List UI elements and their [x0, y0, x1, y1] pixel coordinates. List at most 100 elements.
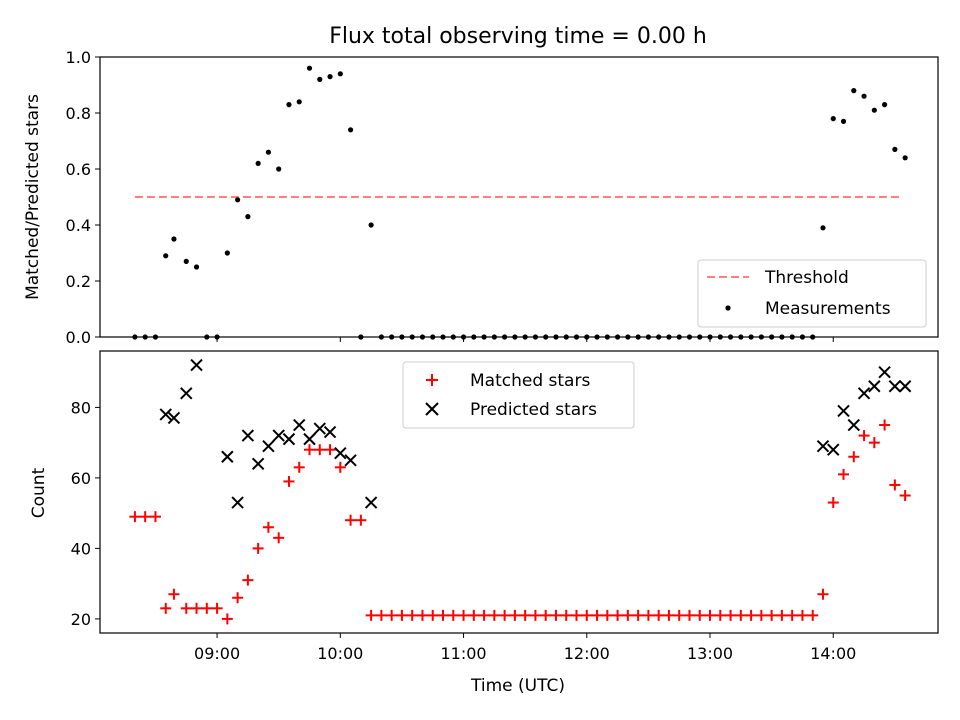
matched-star-point: [622, 609, 634, 621]
matched-star-point: [745, 609, 757, 621]
count-y-tick-label: 80: [71, 398, 91, 417]
matched-star-point: [714, 609, 726, 621]
threshold-legend-label: Threshold: [764, 268, 849, 288]
predicted-star-point: [180, 387, 193, 400]
predicted-legend-label: Predicted stars: [470, 400, 597, 420]
measurement-point: [296, 99, 302, 105]
predicted-star-point: [231, 496, 244, 509]
matched-star-point: [673, 609, 685, 621]
predicted-star-point: [868, 380, 881, 393]
matched-star-point: [447, 609, 459, 621]
matched-star-point: [201, 602, 213, 614]
matched-star-point: [858, 430, 870, 442]
ratio-x-ticks: [216, 337, 834, 342]
measurement-point: [235, 197, 241, 203]
ratio-y-tick-label: 0.6: [66, 160, 91, 179]
measurement-point: [337, 71, 343, 77]
measurement-point: [830, 116, 836, 122]
matched-star-point: [735, 609, 747, 621]
measurements-legend-label: Measurements: [765, 299, 891, 319]
count-panel-frame: [99, 350, 939, 634]
matched-star-point: [324, 444, 336, 456]
x-tick-label: 13:00: [687, 644, 733, 663]
matched-star-point: [663, 609, 675, 621]
matched-star-point: [817, 588, 829, 600]
measurement-point: [255, 160, 261, 166]
predicted-star-point: [334, 447, 347, 460]
matched-star-point: [827, 497, 839, 509]
predicted-star-point: [898, 380, 912, 393]
predicted-star-point: [837, 404, 850, 418]
matched-star-point: [468, 609, 480, 621]
matched-star-point: [149, 511, 161, 523]
measurement-point: [163, 253, 169, 259]
predicted-star-point: [888, 380, 902, 393]
matched-star-point: [612, 609, 624, 621]
predicted-star-point: [323, 425, 337, 439]
matched-star-point: [129, 511, 141, 523]
measurement-point: [861, 93, 867, 99]
predicted-star-point: [262, 439, 275, 453]
ratio-panel-frame: [99, 56, 939, 338]
matched-star-point: [868, 437, 880, 449]
measurement-point: [368, 222, 374, 228]
measurement-point: [851, 88, 857, 94]
count-x-ticks: 09:00 10:00 11:00 12:00 13:00 14:00: [194, 633, 856, 663]
predicted-star-point: [364, 496, 378, 509]
matched-star-point: [232, 592, 244, 604]
matched-star-point: [509, 609, 521, 621]
matched-star-point: [694, 609, 706, 621]
matched-star-point: [529, 609, 541, 621]
matched-star-point: [273, 532, 285, 544]
measurement-point: [820, 225, 826, 231]
matched-star-point: [406, 609, 418, 621]
measurement-point: [892, 146, 898, 152]
x-axis-label: Time (UTC): [470, 676, 565, 696]
matched-star-point: [365, 609, 377, 621]
matched-star-point: [755, 609, 767, 621]
chart-title: Flux total observing time = 0.00 h: [329, 24, 707, 49]
measurement-point: [306, 65, 313, 71]
x-tick-label: 10:00: [317, 644, 363, 663]
measurement-point: [327, 74, 333, 80]
matched-star-point: [725, 609, 737, 621]
x-tick-label: 11:00: [440, 644, 486, 663]
count-y-tick-label: 60: [71, 469, 91, 488]
ratio-legend-box: [697, 259, 927, 328]
matched-star-point: [540, 609, 552, 621]
ratio-y-ticks: 0.0 0.2 0.4 0.6 0.8 1.0: [66, 48, 100, 347]
measurement-point: [265, 149, 272, 155]
measurement-point: [347, 127, 354, 133]
predicted-star-point: [251, 457, 265, 471]
measurement-point: [871, 107, 877, 113]
measurement-point: [840, 118, 847, 124]
matched-star-point: [355, 514, 367, 526]
matched-star-point: [437, 609, 449, 621]
matched-star-point: [838, 468, 850, 480]
matched-star-point: [386, 609, 398, 621]
ratio-legend: Threshold Measurements: [697, 259, 927, 328]
matched-star-point: [458, 609, 470, 621]
matched-star-point: [848, 451, 860, 463]
matched-star-point: [478, 609, 490, 621]
measurement-point: [245, 214, 251, 220]
matched-star-point: [632, 609, 644, 621]
predicted-star-point: [827, 443, 840, 456]
matched-star-point: [139, 511, 151, 523]
predicted-star-point: [190, 358, 203, 372]
ratio-y-tick-label: 0.2: [66, 272, 91, 291]
matched-star-point: [776, 609, 788, 621]
matched-star-point: [345, 514, 357, 526]
matched-star-point: [160, 602, 172, 614]
count-y-tick-label: 20: [71, 610, 91, 629]
matched-star-point: [704, 609, 716, 621]
matched-star-point: [252, 542, 264, 554]
matched-star-point: [879, 419, 891, 431]
matched-star-point: [766, 609, 778, 621]
x-tick-label: 14:00: [810, 644, 856, 663]
ratio-y-tick-label: 1.0: [66, 48, 91, 67]
measurement-point: [276, 166, 282, 172]
predicted-star-point: [293, 418, 306, 432]
matched-star-point: [427, 609, 439, 621]
matched-star-point: [899, 490, 911, 502]
